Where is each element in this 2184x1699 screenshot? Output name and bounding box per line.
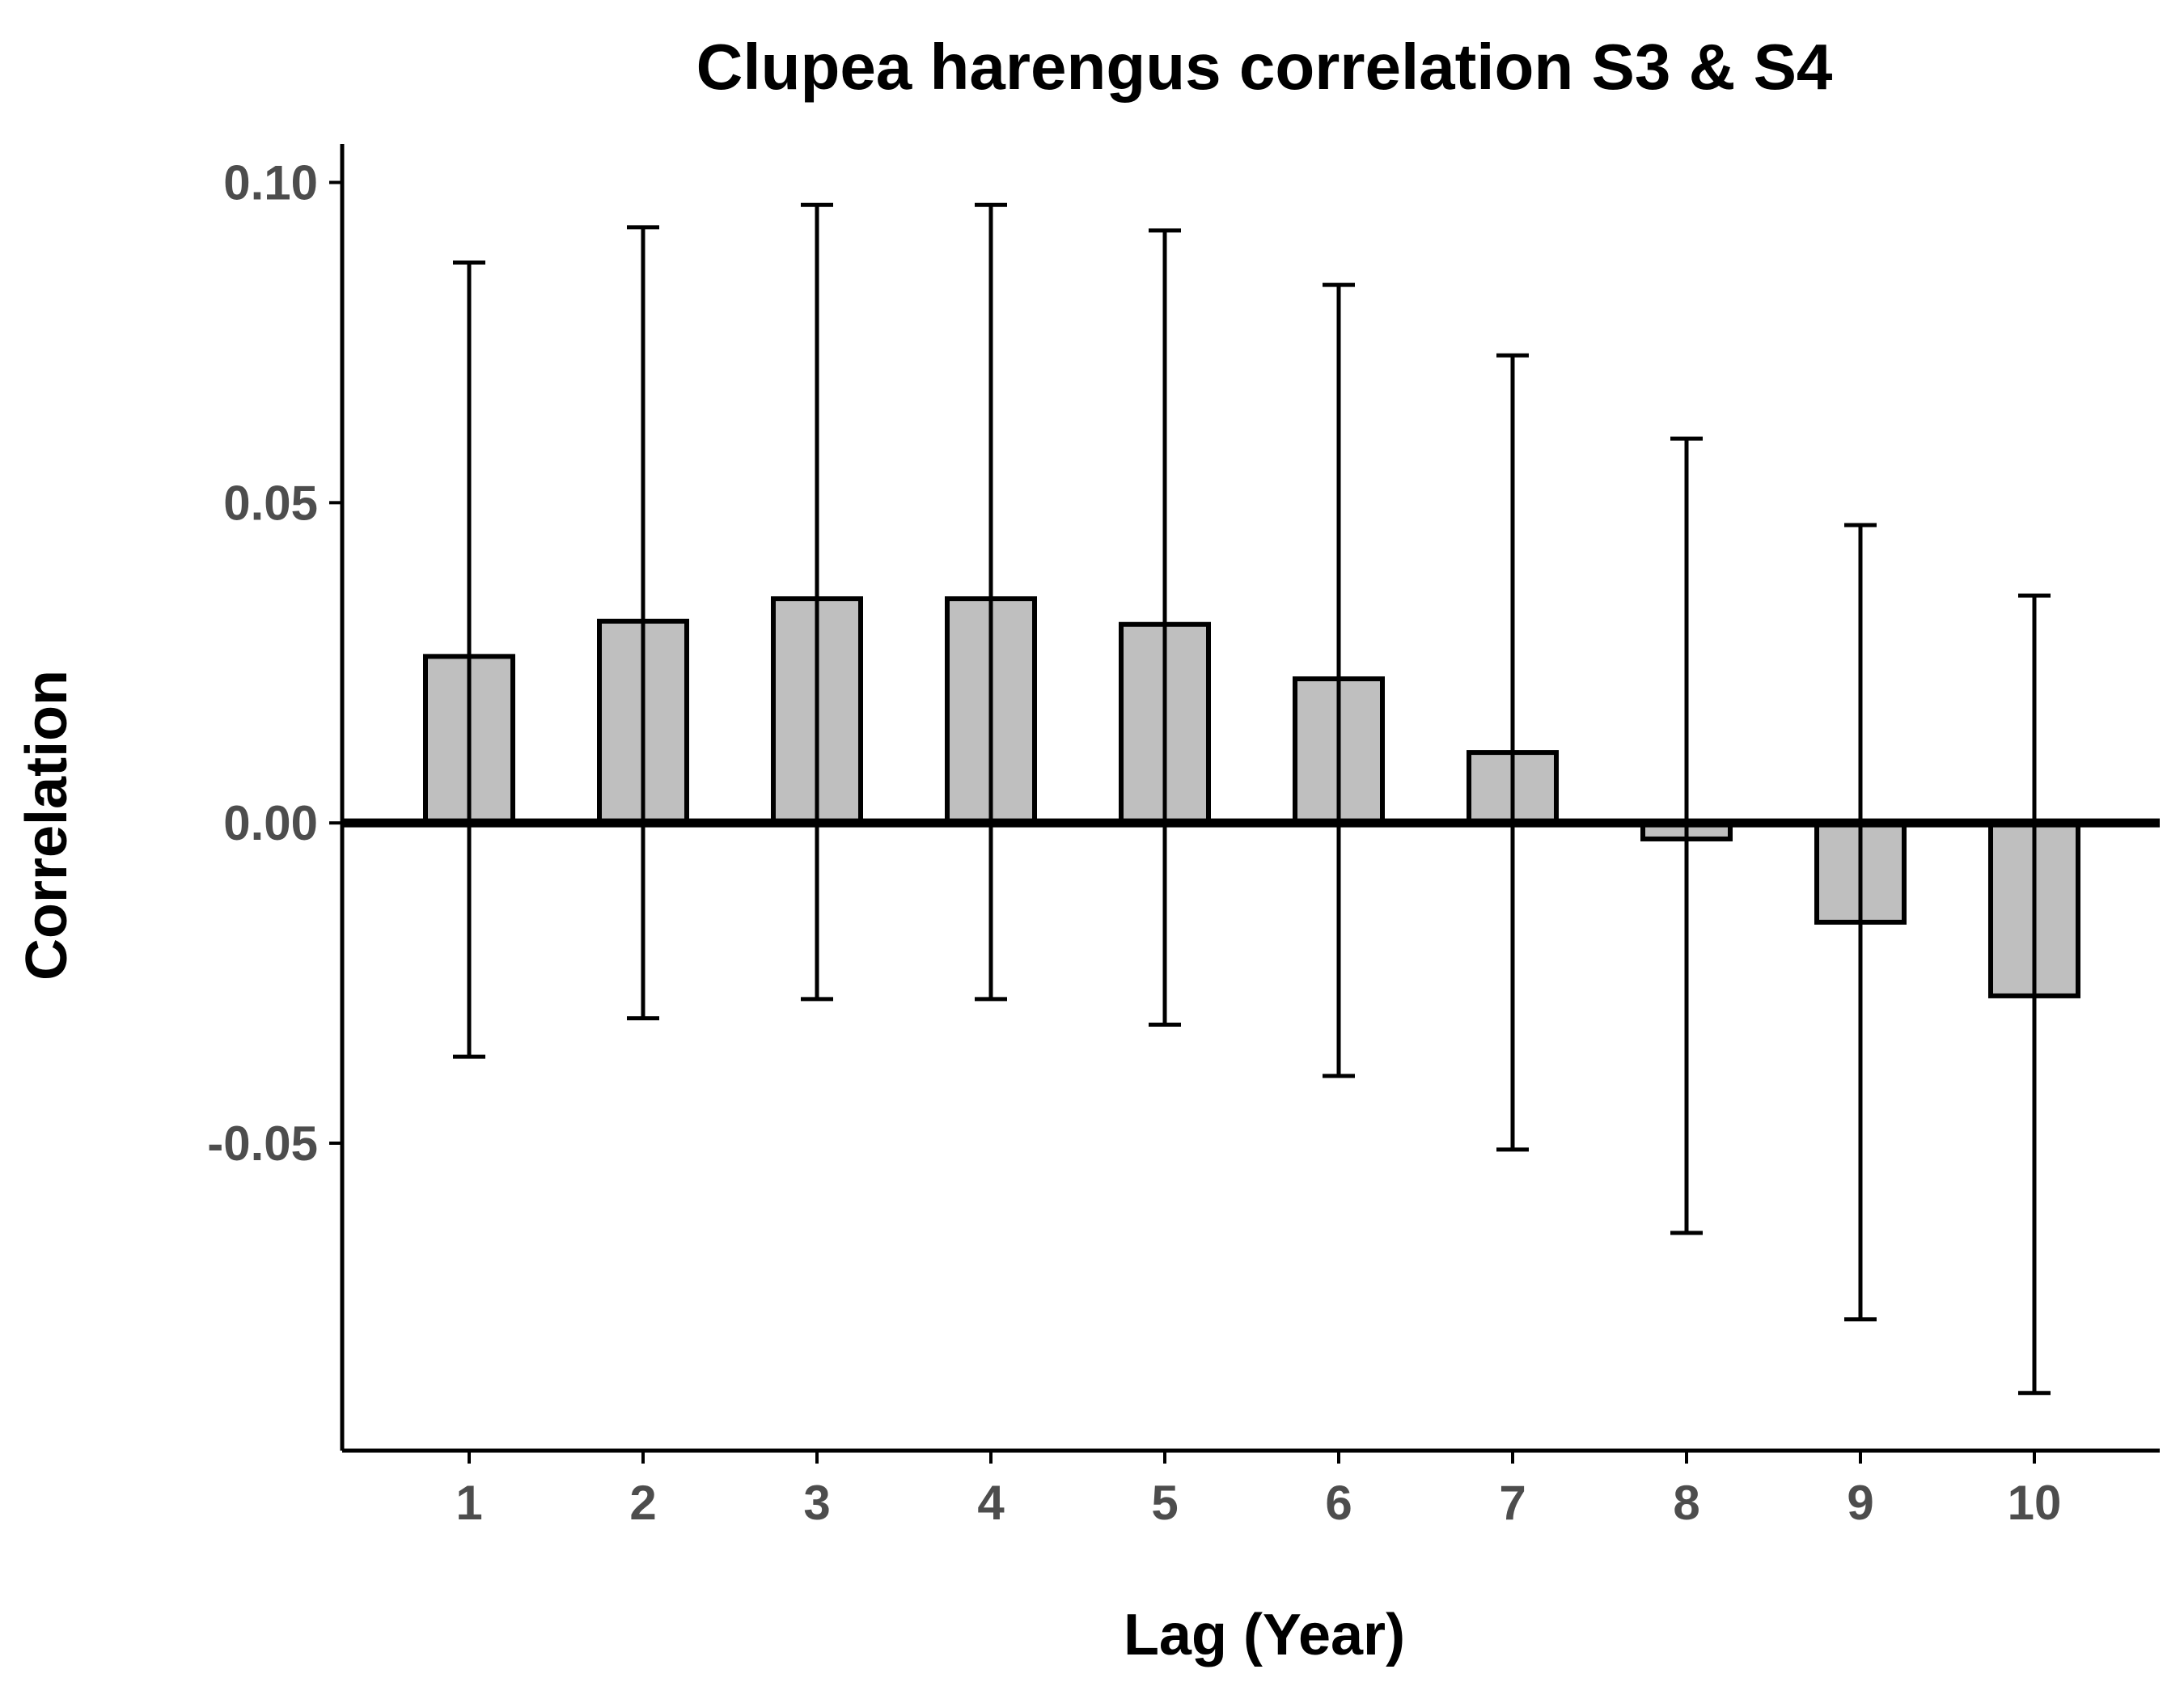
x-tick-label-8: 8 [1673, 1476, 1699, 1530]
error-bar-lag-3 [801, 202, 833, 1002]
x-tick-label-6: 6 [1325, 1476, 1352, 1530]
x-tick-label-4: 4 [977, 1476, 1005, 1530]
error-bar-lag-9 [1844, 523, 1877, 1322]
error-bar-lag-8 [1670, 436, 1703, 1235]
x-tick-label-9: 9 [1847, 1476, 1873, 1530]
x-tick-label-1: 1 [455, 1476, 482, 1530]
error-bar-lag-2 [627, 225, 659, 1021]
x-axis-title: Lag (Year) [1124, 1603, 1405, 1667]
error-bar-lag-6 [1323, 282, 1355, 1078]
error-bar-lag-5 [1149, 228, 1181, 1027]
error-bar-lag-7 [1496, 353, 1529, 1152]
chart-title: Clupea harengus correlation S3 & S4 [696, 31, 1833, 103]
plot-area: -0.05 0.00 0.05 0.10 1 2 3 4 5 6 7 8 9 10 [207, 144, 2160, 1530]
error-bar-lag-4 [975, 202, 1007, 1002]
y-tick-label-3: 0.10 [223, 156, 318, 210]
y-tick-label-2: 0.05 [223, 476, 318, 530]
y-tick-label-0: -0.05 [207, 1116, 318, 1171]
x-tick-label-3: 3 [803, 1476, 830, 1530]
y-tick-label-1: 0.00 [223, 796, 318, 850]
x-tick-label-2: 2 [629, 1476, 656, 1530]
x-tick-label-10: 10 [2008, 1476, 2062, 1530]
error-bar-lag-10 [2018, 593, 2051, 1396]
x-tick-label-7: 7 [1499, 1476, 1526, 1530]
error-bar-lag-1 [453, 260, 485, 1059]
x-tick-label-5: 5 [1151, 1476, 1178, 1530]
y-axis-title: Correlation [15, 670, 79, 981]
